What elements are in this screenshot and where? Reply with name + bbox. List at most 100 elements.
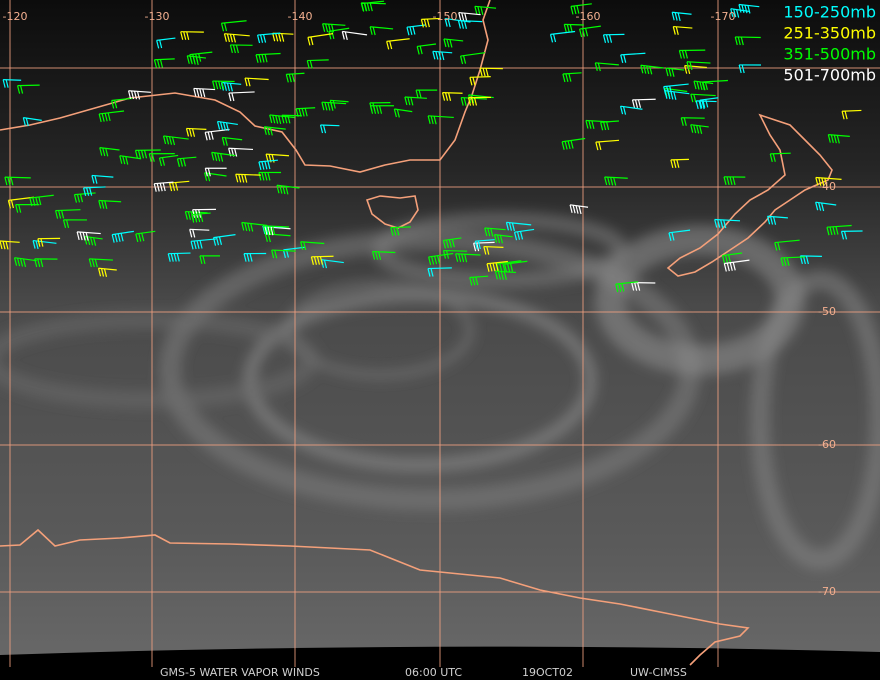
barb-tick xyxy=(221,81,225,90)
wind-barb xyxy=(328,27,350,40)
wind-barb xyxy=(158,154,179,167)
wind-barb xyxy=(826,224,852,236)
barb-tick xyxy=(503,271,507,280)
wind-barb xyxy=(619,105,643,115)
wind-barb xyxy=(99,147,120,157)
barb-tick xyxy=(730,8,734,17)
barb-tick xyxy=(412,26,416,35)
barb-shaft xyxy=(428,252,454,258)
barb-tick xyxy=(272,33,276,42)
barb-tick xyxy=(316,256,320,265)
barb-tick xyxy=(10,177,14,186)
wind-barb xyxy=(469,275,489,286)
barb-tick xyxy=(460,97,464,106)
barb-tick xyxy=(228,92,232,102)
barb-tick xyxy=(372,105,377,114)
barb-tick xyxy=(445,239,449,249)
barb-tick xyxy=(111,100,115,109)
barb-tick xyxy=(618,283,622,292)
barb-tick xyxy=(183,31,187,40)
barb-tick xyxy=(140,150,145,159)
barb-tick xyxy=(219,121,224,131)
barb-tick xyxy=(486,263,490,272)
barb-shaft xyxy=(99,110,125,115)
barb-shaft xyxy=(506,221,532,226)
barb-tick xyxy=(684,50,688,59)
wind-barb xyxy=(602,33,625,43)
barb-tick xyxy=(569,24,573,33)
barb-tick xyxy=(680,117,684,126)
wind-barb xyxy=(665,67,685,77)
barb-shaft xyxy=(189,51,213,56)
barb-tick xyxy=(430,115,434,125)
barb-tick xyxy=(22,117,26,126)
wind-barb xyxy=(561,137,586,150)
barb-tick xyxy=(740,36,744,46)
barb-shaft xyxy=(562,137,586,143)
barb-tick xyxy=(732,176,736,186)
barb-tick xyxy=(35,240,39,250)
barb-tick xyxy=(7,200,11,209)
barb-tick xyxy=(94,259,98,268)
wind-barb xyxy=(562,72,582,83)
barb-tick xyxy=(327,102,331,111)
barb-tick xyxy=(471,95,475,104)
barb-tick xyxy=(472,77,476,86)
barb-tick xyxy=(37,238,41,247)
wind-barb xyxy=(738,64,762,74)
barb-tick xyxy=(97,268,102,277)
barb-tick xyxy=(127,90,132,99)
wind-barb xyxy=(263,126,286,136)
barb-tick xyxy=(717,219,721,228)
barb-tick xyxy=(187,211,191,220)
barb-tick xyxy=(575,205,579,214)
barb-tick xyxy=(438,51,442,60)
barb-tick xyxy=(390,227,394,236)
barb-tick xyxy=(474,6,478,15)
barb-tick xyxy=(192,56,196,65)
barb-tick xyxy=(732,262,736,271)
barb-shaft xyxy=(8,196,34,201)
barb-tick xyxy=(431,256,435,265)
barb-tick xyxy=(159,183,163,192)
barb-tick xyxy=(276,185,280,194)
barb-tick xyxy=(156,59,161,68)
barb-tick xyxy=(192,209,196,218)
barb-tick xyxy=(690,94,694,103)
barb-tick xyxy=(54,210,59,219)
barb-tick xyxy=(231,92,235,102)
barb-shaft xyxy=(191,238,217,242)
barb-tick xyxy=(207,131,211,141)
barb-tick xyxy=(672,26,676,35)
barb-tick xyxy=(729,176,733,186)
longitude-label: -130 xyxy=(145,10,170,23)
barb-tick xyxy=(241,222,245,231)
barb-tick xyxy=(683,117,687,126)
barb-tick xyxy=(114,100,118,109)
barb-tick xyxy=(815,177,819,186)
barb-shaft xyxy=(342,30,368,36)
barb-tick xyxy=(264,226,268,235)
wind-barb xyxy=(486,260,508,272)
wind-barb xyxy=(427,267,452,277)
barb-shaft xyxy=(826,224,852,228)
barb-tick xyxy=(176,158,181,167)
barb-tick xyxy=(829,226,833,236)
barb-shaft xyxy=(244,77,269,81)
graticule-labels: -120 -130 -140 -150 -160 -170 -40 -50 -60 -70 xyxy=(3,10,836,598)
barb-tick xyxy=(489,263,493,272)
barb-tick xyxy=(366,2,370,12)
wind-barb xyxy=(459,52,486,65)
barb-tick xyxy=(499,235,504,244)
barb-tick xyxy=(600,122,604,131)
barb-shaft xyxy=(17,84,40,87)
wind-barb xyxy=(738,3,760,14)
barb-shaft xyxy=(714,218,741,222)
wind-barb xyxy=(479,67,503,77)
barb-tick xyxy=(32,240,36,249)
barb-tick xyxy=(196,88,200,97)
barb-tick xyxy=(444,92,449,101)
wind-barb xyxy=(13,257,37,268)
wind-barb xyxy=(484,227,506,237)
